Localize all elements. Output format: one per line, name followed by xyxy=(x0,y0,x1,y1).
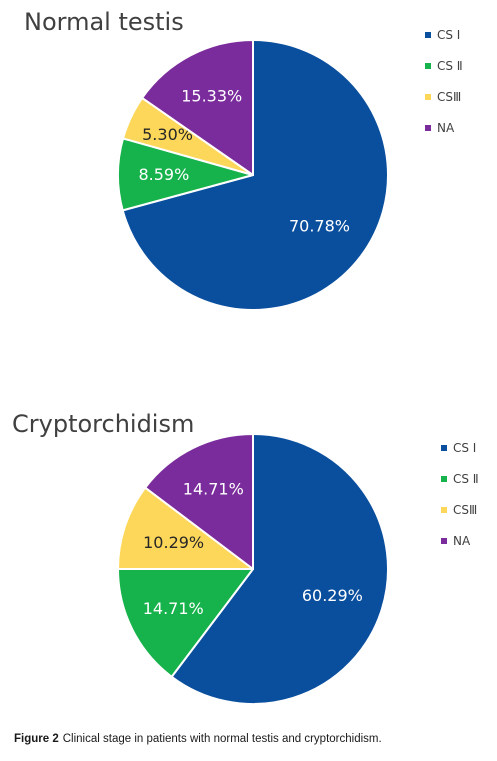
legend-label: CS Ⅱ xyxy=(453,472,479,486)
legend-swatch xyxy=(441,538,447,544)
slice-cs1 xyxy=(170,433,389,705)
data-label-cs2: 14.71% xyxy=(143,599,204,618)
legend-label: NA xyxy=(453,534,471,548)
data-label-cs1: 70.78% xyxy=(289,216,350,235)
pie-chart-svg: 70.78% 8.59% 5.30% 15.33% xyxy=(117,39,389,311)
legend-label: CSⅢ xyxy=(453,503,478,517)
legend-swatch xyxy=(441,476,447,482)
data-label-cs1: 60.29% xyxy=(302,586,363,605)
legend-item-cs1: CS Ⅰ xyxy=(441,440,479,456)
figure-label: Figure 2 xyxy=(14,733,59,745)
legend-swatch xyxy=(425,94,431,100)
data-label-cs3: 10.29% xyxy=(143,533,204,552)
legend-item-cs3: CSⅢ xyxy=(441,502,479,518)
slice-cs1 xyxy=(121,39,389,311)
pie-chart-cryptorchidism: Cryptorchidism 60.29% 14.71% 10.29% 14.71% … xyxy=(0,400,497,720)
legend-swatch xyxy=(425,63,431,69)
slice-cs2 xyxy=(117,568,254,678)
pie-chart-normal-testis: Normal testis 70.78% 8.59% 5.30% 15.33% CS … xyxy=(0,0,497,360)
legend-label: NA xyxy=(437,121,455,135)
chart-title: Cryptorchidism xyxy=(12,410,195,438)
data-label-cs3: 5.30% xyxy=(142,125,193,144)
legend-item-cs2: CS Ⅱ xyxy=(441,471,479,487)
legend-label: CS Ⅰ xyxy=(453,441,477,455)
legend-swatch xyxy=(425,32,431,38)
legend: CS Ⅰ CS Ⅱ CSⅢ NA xyxy=(425,27,463,151)
legend-swatch xyxy=(441,507,447,513)
pie-chart-svg: 60.29% 14.71% 10.29% 14.71% xyxy=(117,433,389,705)
legend-swatch xyxy=(425,125,431,131)
slice-na xyxy=(141,39,254,176)
chart-title: Normal testis xyxy=(24,8,184,36)
legend-label: CSⅢ xyxy=(437,90,462,104)
data-label-na: 14.71% xyxy=(183,480,244,499)
legend: CS Ⅰ CS Ⅱ CSⅢ NA xyxy=(441,440,479,564)
caption-text: Clinical stage in patients with normal t… xyxy=(62,733,382,745)
slice-na xyxy=(144,433,254,570)
data-label-cs2: 8.59% xyxy=(138,165,189,184)
legend-item-cs1: CS Ⅰ xyxy=(425,27,463,43)
legend-label: CS Ⅰ xyxy=(437,28,461,42)
legend-label: CS Ⅱ xyxy=(437,59,463,73)
data-label-na: 15.33% xyxy=(181,87,242,106)
legend-swatch xyxy=(441,445,447,451)
legend-item-na: NA xyxy=(425,120,463,136)
slice-cs3 xyxy=(117,486,254,570)
legend-item-cs2: CS Ⅱ xyxy=(425,58,463,74)
legend-item-na: NA xyxy=(441,533,479,549)
figure-caption: Figure 2 Clinical stage in patients with … xyxy=(14,733,484,745)
legend-item-cs3: CSⅢ xyxy=(425,89,463,105)
